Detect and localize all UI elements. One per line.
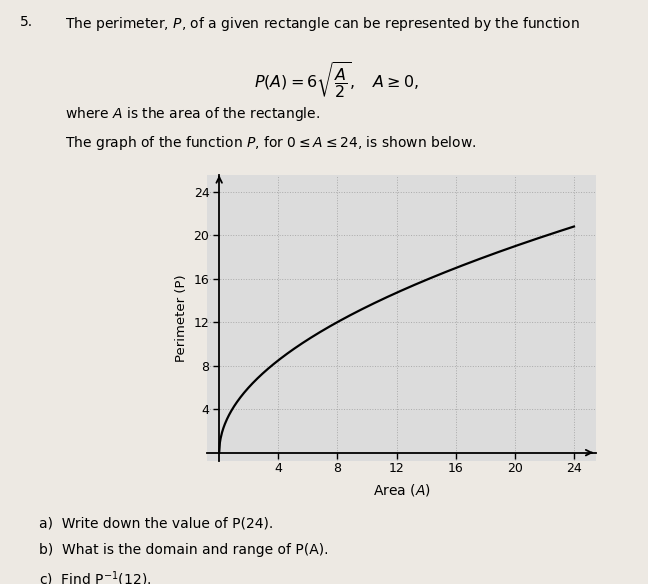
Text: 5.: 5. [19,15,32,29]
Text: $P(A) = 6\sqrt{\dfrac{A}{2}},\quad A \geq 0,$: $P(A) = 6\sqrt{\dfrac{A}{2}},\quad A \ge… [255,61,419,102]
X-axis label: Area ($A$): Area ($A$) [373,482,431,498]
Text: a)  Write down the value of P(24).: a) Write down the value of P(24). [39,517,273,531]
Y-axis label: Perimeter (P): Perimeter (P) [175,274,188,362]
Text: b)  What is the domain and range of P(A).: b) What is the domain and range of P(A). [39,543,329,557]
Text: The graph of the function $P$, for $0 \leq A \leq 24$, is shown below.: The graph of the function $P$, for $0 \l… [65,134,476,152]
Text: The perimeter, $P$, of a given rectangle can be represented by the function: The perimeter, $P$, of a given rectangle… [65,15,579,33]
Text: c)  Find P$^{-1}$(12).: c) Find P$^{-1}$(12). [39,569,151,584]
Text: where $A$ is the area of the rectangle.: where $A$ is the area of the rectangle. [65,105,320,123]
